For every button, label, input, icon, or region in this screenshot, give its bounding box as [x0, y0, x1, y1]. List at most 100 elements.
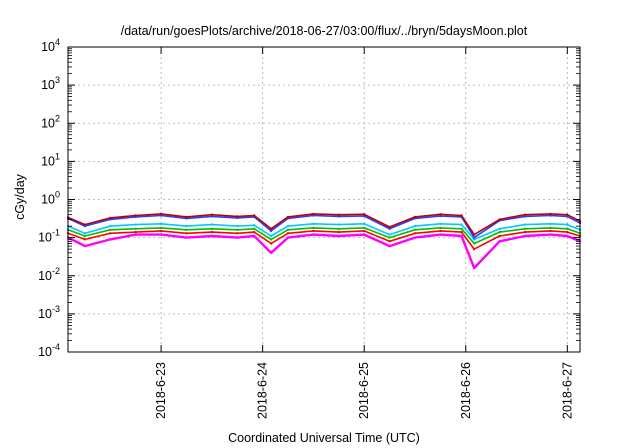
data-point — [337, 213, 340, 216]
x-axis: 2018-6-23 2018-6-24 2018-6-25 2018-6-26 2018… — [154, 47, 574, 419]
data-point — [460, 230, 463, 234]
data-point — [523, 215, 527, 218]
data-point — [134, 227, 137, 230]
data-point — [83, 223, 87, 226]
data-point — [439, 214, 442, 218]
data-point — [363, 229, 366, 233]
data-point — [236, 224, 239, 228]
data-point — [523, 223, 527, 226]
x-tick-label: 2018-6-25 — [357, 362, 371, 419]
data-point — [236, 215, 239, 218]
data-point — [312, 226, 315, 230]
data-point — [185, 215, 188, 219]
data-point — [185, 232, 188, 235]
series-line — [67, 223, 581, 241]
data-point — [388, 240, 391, 243]
data-point — [210, 223, 214, 226]
data-point — [253, 214, 256, 217]
data-point — [439, 222, 442, 225]
x-tick-label: 2018-6-27 — [560, 362, 574, 419]
data-point — [312, 233, 315, 236]
series-line — [67, 227, 581, 245]
data-point — [363, 233, 366, 236]
data-point — [549, 222, 552, 225]
data-point — [210, 215, 214, 218]
data-point — [337, 234, 340, 238]
data-point — [337, 223, 340, 226]
grid — [68, 47, 580, 352]
data-point — [498, 218, 501, 221]
data-point — [473, 238, 476, 241]
data-point — [269, 251, 273, 254]
series-line — [67, 213, 581, 236]
data-point — [460, 227, 463, 230]
data-point — [413, 215, 417, 219]
data-point — [337, 230, 340, 234]
data-point — [337, 215, 340, 218]
data-point — [413, 232, 417, 235]
data-point — [363, 222, 366, 225]
data-point — [134, 214, 137, 217]
y-tick-label: 10-2 — [38, 266, 60, 283]
data-point — [159, 212, 163, 216]
data-point — [498, 230, 501, 234]
data-point — [498, 234, 501, 238]
data-point — [498, 240, 501, 243]
data-point — [566, 230, 569, 234]
data-point — [253, 224, 256, 227]
y-tick-label: 10-1 — [38, 228, 60, 245]
data-point — [269, 242, 273, 245]
data-point — [388, 233, 391, 236]
data-point — [83, 232, 87, 235]
y-axis-label: cGy/day — [13, 173, 27, 220]
data-point — [413, 228, 417, 231]
data-point — [185, 228, 188, 231]
data-point — [159, 222, 163, 225]
data-point — [388, 225, 391, 229]
data-point — [566, 213, 569, 216]
data-point — [498, 227, 501, 230]
data-point — [210, 230, 214, 234]
data-point — [159, 229, 163, 233]
series-line — [67, 233, 581, 270]
data-point — [269, 229, 273, 233]
series-layer — [66, 212, 582, 270]
data-point — [363, 213, 366, 216]
y-tick-label: 103 — [41, 75, 60, 92]
data-point — [134, 223, 137, 226]
chart-title: /data/run/goesPlots/archive/2018-06-27/0… — [121, 24, 528, 38]
data-point — [413, 224, 417, 228]
y-tick-label: 101 — [41, 151, 60, 168]
data-point — [253, 227, 256, 230]
data-point — [473, 236, 476, 239]
data-point — [439, 233, 442, 236]
data-point — [210, 213, 214, 216]
data-point — [269, 238, 273, 241]
data-point — [549, 226, 552, 230]
data-point — [337, 227, 340, 230]
data-point — [286, 224, 290, 228]
data-point — [236, 232, 239, 235]
data-point — [210, 227, 214, 230]
data-point — [473, 266, 476, 270]
data-point — [109, 224, 112, 228]
data-point — [269, 227, 273, 230]
data-point — [134, 230, 137, 234]
data-point — [523, 230, 527, 234]
data-point — [83, 244, 87, 248]
data-point — [236, 236, 239, 239]
data-point — [109, 238, 112, 241]
data-point — [253, 234, 256, 238]
data-point — [549, 233, 552, 236]
data-point — [460, 234, 463, 238]
data-point — [185, 236, 188, 239]
data-point — [473, 247, 476, 251]
data-point — [159, 233, 163, 236]
data-point — [286, 228, 290, 231]
data-point — [286, 236, 290, 239]
data-point — [566, 234, 569, 238]
data-point — [83, 238, 87, 241]
data-point — [413, 236, 417, 239]
data-point — [286, 232, 290, 235]
